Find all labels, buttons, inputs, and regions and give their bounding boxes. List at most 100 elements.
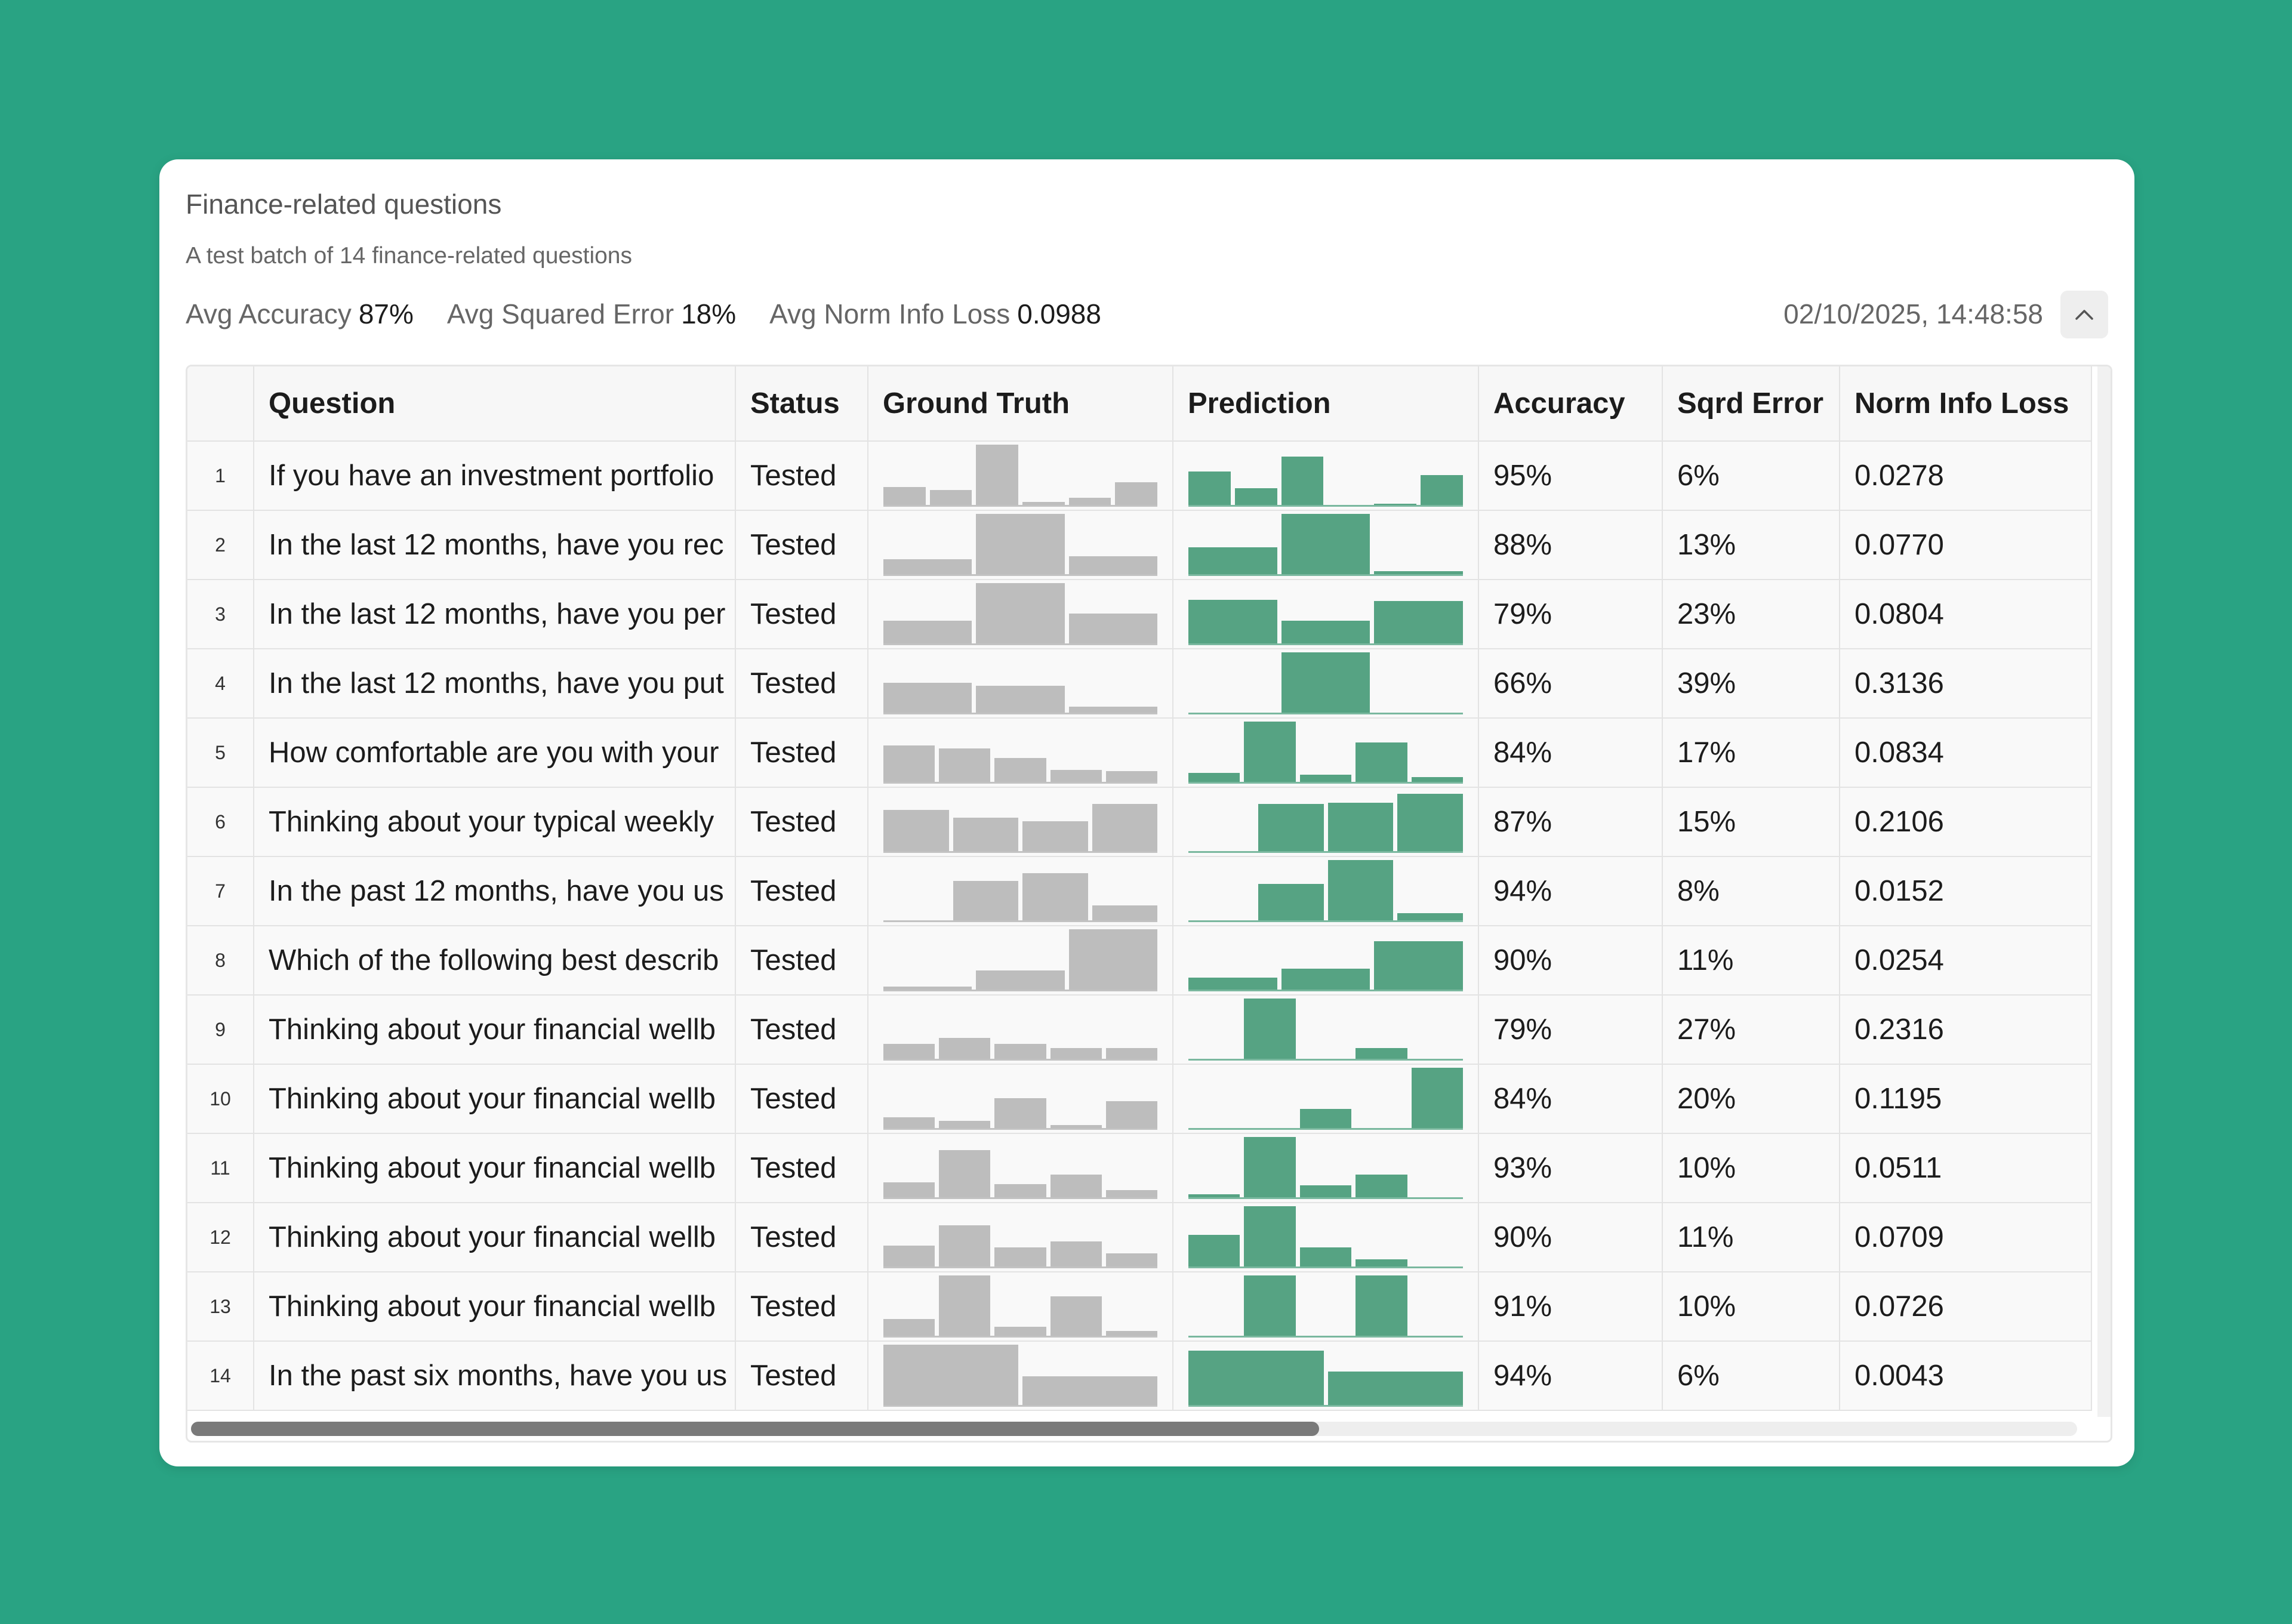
ground-truth-bar	[883, 559, 972, 574]
ground-truth-bars	[883, 1206, 1158, 1268]
prediction-bars	[1188, 1068, 1464, 1130]
table-row[interactable]: 9 Thinking about your financial wellb Test…	[187, 995, 2092, 1065]
ground-truth-bars	[883, 791, 1157, 853]
prediction-bar	[1299, 1247, 1352, 1266]
prediction-bar	[1258, 804, 1324, 851]
ground-truth-bar	[939, 1120, 991, 1128]
ground-truth-bars	[883, 514, 1157, 576]
table-row[interactable]: 14 In the past six months, have you us Tes…	[187, 1341, 2092, 1411]
ground-truth-bar	[883, 682, 972, 713]
question-cell: In the past six months, have you us	[254, 1341, 736, 1411]
row-index: 12	[187, 1203, 254, 1272]
prediction-bar	[1188, 600, 1277, 643]
prediction-bars	[1188, 791, 1463, 853]
ground-truth-histogram	[868, 1272, 1173, 1342]
ground-truth-bar	[994, 1247, 1046, 1266]
avg-squared-error-stat: Avg Squared Error 18%	[447, 298, 736, 330]
prediction-bar	[1234, 488, 1277, 505]
table-row[interactable]: 4 In the last 12 months, have you put Test…	[187, 649, 2092, 719]
sqrd-error-cell: 23%	[1662, 580, 1840, 649]
question-cell: Thinking about your financial wellb	[254, 1064, 736, 1134]
ground-truth-bar	[1105, 771, 1158, 782]
prediction-bar	[1356, 1174, 1407, 1197]
table-row[interactable]: 7 In the past 12 months, have you us Teste…	[187, 856, 2092, 926]
prediction-bar	[1299, 774, 1352, 782]
horizontal-scrollbar[interactable]	[191, 1422, 2077, 1436]
ground-truth-bar	[883, 986, 972, 990]
question-cell: In the past 12 months, have you us	[254, 856, 736, 926]
ground-truth-histogram	[868, 441, 1173, 511]
norm-info-loss-cell: 0.2106	[1840, 787, 2092, 857]
ground-truth-bar	[1022, 873, 1088, 920]
col-header-status[interactable]: Status	[735, 366, 868, 442]
prediction-bar	[1188, 472, 1231, 505]
row-index: 11	[187, 1133, 254, 1203]
ground-truth-bar	[939, 1150, 991, 1197]
table-row[interactable]: 10 Thinking about your financial wellb Tes…	[187, 1064, 2092, 1134]
table-row[interactable]: 8 Which of the following best describ Test…	[187, 926, 2092, 996]
ground-truth-histogram	[868, 995, 1173, 1065]
table-row[interactable]: 3 In the last 12 months, have you per Test…	[187, 580, 2092, 649]
status-cell: Tested	[735, 1133, 868, 1203]
question-cell: Which of the following best describ	[254, 926, 736, 996]
col-header-question[interactable]: Question	[254, 366, 736, 442]
collapse-button[interactable]	[2060, 291, 2108, 338]
ground-truth-bar	[976, 583, 1065, 643]
sqrd-error-cell: 6%	[1662, 1341, 1840, 1411]
table-row[interactable]: 6 Thinking about your typical weekly Teste…	[187, 787, 2092, 857]
ground-truth-bar	[883, 810, 949, 851]
status-cell: Tested	[735, 995, 868, 1065]
ground-truth-bar	[939, 1225, 991, 1266]
prediction-bar	[1188, 547, 1277, 574]
col-header-prediction[interactable]: Prediction	[1173, 366, 1479, 442]
norm-info-loss-cell: 0.0770	[1840, 510, 2092, 580]
prediction-bar	[1281, 652, 1370, 713]
accuracy-cell: 90%	[1478, 926, 1663, 996]
table-row[interactable]: 2 In the last 12 months, have you rec Test…	[187, 510, 2092, 580]
prediction-bar	[1244, 999, 1296, 1059]
prediction-bar	[1356, 1259, 1407, 1266]
norm-info-loss-cell: 0.1195	[1840, 1064, 2092, 1134]
table-row[interactable]: 13 Thinking about your financial wellb Tes…	[187, 1272, 2092, 1342]
prediction-bar	[1356, 1047, 1407, 1059]
prediction-bar	[1356, 1275, 1407, 1336]
horizontal-scrollbar-thumb[interactable]	[191, 1422, 1319, 1436]
ground-truth-bar	[1105, 1330, 1158, 1336]
col-header-ground-truth[interactable]: Ground Truth	[868, 366, 1173, 442]
ground-truth-bar	[883, 486, 926, 505]
status-cell: Tested	[735, 787, 868, 857]
table-row[interactable]: 5 How comfortable are you with your Tested…	[187, 718, 2092, 788]
sqrd-error-cell: 13%	[1662, 510, 1840, 580]
ground-truth-bar	[883, 1043, 935, 1059]
col-header-sqrd-error[interactable]: Sqrd Error	[1662, 366, 1840, 442]
prediction-bars	[1188, 514, 1464, 576]
norm-info-loss-cell: 0.0254	[1840, 926, 2092, 996]
ground-truth-bars	[883, 1137, 1158, 1199]
chevron-up-icon	[2075, 310, 2093, 320]
norm-info-loss-cell: 0.0278	[1840, 441, 2092, 511]
summary-stats: Avg Accuracy 87% Avg Squared Error 18% Avg…	[186, 298, 1101, 330]
accuracy-cell: 90%	[1478, 1203, 1663, 1272]
ground-truth-histogram	[868, 1341, 1173, 1411]
prediction-bars	[1188, 445, 1463, 507]
accuracy-cell: 88%	[1478, 510, 1663, 580]
prediction-histogram	[1173, 856, 1479, 926]
table-row[interactable]: 12 Thinking about your financial wellb Tes…	[187, 1203, 2092, 1272]
ground-truth-bar	[1105, 1190, 1158, 1197]
col-header-accuracy[interactable]: Accuracy	[1478, 366, 1663, 442]
prediction-bar	[1421, 474, 1463, 505]
prediction-histogram	[1173, 1341, 1479, 1411]
vertical-scrollbar[interactable]	[2097, 366, 2111, 1417]
status-cell: Tested	[735, 510, 868, 580]
ground-truth-histogram	[868, 926, 1173, 996]
col-header-norm-info-loss[interactable]: Norm Info Loss	[1840, 366, 2092, 442]
question-cell: In the last 12 months, have you per	[254, 580, 736, 649]
ground-truth-bar	[953, 881, 1018, 920]
ground-truth-bar	[994, 1184, 1046, 1197]
sqrd-error-cell: 11%	[1662, 1203, 1840, 1272]
table-row[interactable]: 1 If you have an investment portfolio Test…	[187, 441, 2092, 511]
question-cell: Thinking about your financial wellb	[254, 1272, 736, 1342]
ground-truth-bar	[1050, 1174, 1102, 1197]
table-row[interactable]: 11 Thinking about your financial wellb Tes…	[187, 1133, 2092, 1203]
ground-truth-bar	[994, 1098, 1046, 1128]
